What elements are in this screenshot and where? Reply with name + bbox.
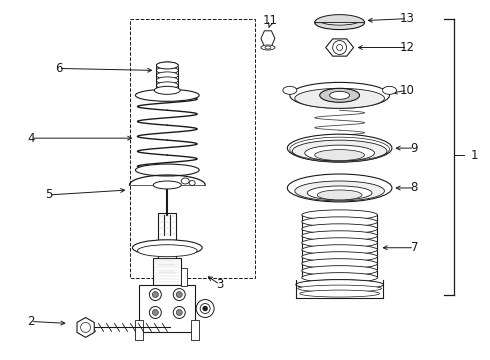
- Polygon shape: [261, 31, 275, 46]
- Ellipse shape: [315, 15, 365, 30]
- Bar: [181, 268, 187, 285]
- Ellipse shape: [315, 150, 365, 161]
- Circle shape: [173, 306, 185, 319]
- Bar: [156, 66, 178, 90]
- Ellipse shape: [319, 88, 360, 102]
- Circle shape: [337, 45, 343, 50]
- Ellipse shape: [287, 134, 392, 162]
- Ellipse shape: [181, 178, 189, 184]
- Ellipse shape: [189, 180, 195, 185]
- Circle shape: [149, 289, 161, 301]
- Ellipse shape: [319, 16, 360, 25]
- Circle shape: [176, 292, 182, 298]
- Bar: [158, 213, 176, 275]
- Ellipse shape: [293, 140, 387, 162]
- Ellipse shape: [302, 224, 377, 234]
- Text: 8: 8: [411, 181, 418, 194]
- Text: 2: 2: [27, 315, 35, 328]
- Ellipse shape: [153, 181, 181, 189]
- Polygon shape: [315, 15, 365, 23]
- Ellipse shape: [290, 82, 390, 108]
- Text: 5: 5: [45, 188, 52, 202]
- Ellipse shape: [300, 290, 379, 297]
- Ellipse shape: [302, 280, 377, 289]
- Ellipse shape: [330, 91, 349, 99]
- Ellipse shape: [317, 190, 362, 200]
- Bar: [140, 285, 195, 332]
- Circle shape: [203, 306, 207, 310]
- Ellipse shape: [302, 238, 377, 248]
- Text: 1: 1: [471, 149, 479, 162]
- Ellipse shape: [302, 259, 377, 269]
- Ellipse shape: [156, 67, 178, 74]
- Ellipse shape: [156, 62, 178, 69]
- Ellipse shape: [135, 164, 199, 176]
- Ellipse shape: [156, 72, 178, 79]
- Text: 6: 6: [55, 62, 62, 75]
- Text: 4: 4: [27, 132, 35, 145]
- Circle shape: [152, 310, 158, 315]
- Ellipse shape: [154, 86, 180, 94]
- Ellipse shape: [302, 252, 377, 262]
- Circle shape: [81, 323, 91, 332]
- Ellipse shape: [298, 285, 382, 292]
- Circle shape: [149, 306, 161, 319]
- Ellipse shape: [261, 45, 275, 50]
- Ellipse shape: [296, 280, 384, 289]
- Ellipse shape: [302, 245, 377, 255]
- Ellipse shape: [302, 266, 377, 276]
- Ellipse shape: [283, 86, 297, 94]
- Ellipse shape: [137, 245, 197, 257]
- Ellipse shape: [265, 46, 271, 49]
- Ellipse shape: [132, 240, 202, 256]
- Text: 10: 10: [400, 84, 415, 97]
- Circle shape: [333, 41, 346, 54]
- Text: 3: 3: [217, 278, 224, 291]
- Ellipse shape: [302, 231, 377, 241]
- Ellipse shape: [295, 181, 385, 201]
- Ellipse shape: [383, 86, 396, 94]
- Ellipse shape: [302, 217, 377, 227]
- Text: 13: 13: [400, 12, 415, 25]
- Text: 7: 7: [411, 241, 418, 254]
- Ellipse shape: [305, 145, 374, 161]
- Circle shape: [152, 292, 158, 298]
- Ellipse shape: [307, 186, 372, 200]
- Ellipse shape: [302, 273, 377, 283]
- Text: 9: 9: [411, 141, 418, 155]
- Text: 12: 12: [400, 41, 415, 54]
- Circle shape: [196, 300, 214, 318]
- Circle shape: [176, 310, 182, 315]
- Bar: [296, 280, 384, 298]
- Circle shape: [173, 289, 185, 301]
- Text: 11: 11: [263, 14, 277, 27]
- Ellipse shape: [156, 62, 178, 69]
- Bar: [135, 320, 144, 340]
- Bar: [153, 258, 181, 285]
- Ellipse shape: [156, 77, 178, 84]
- Bar: [191, 320, 199, 340]
- Ellipse shape: [135, 89, 199, 101]
- Polygon shape: [77, 318, 94, 337]
- Circle shape: [200, 303, 210, 314]
- Ellipse shape: [295, 88, 385, 108]
- Ellipse shape: [302, 210, 377, 220]
- Ellipse shape: [156, 82, 178, 89]
- Polygon shape: [326, 39, 354, 56]
- Ellipse shape: [287, 174, 392, 202]
